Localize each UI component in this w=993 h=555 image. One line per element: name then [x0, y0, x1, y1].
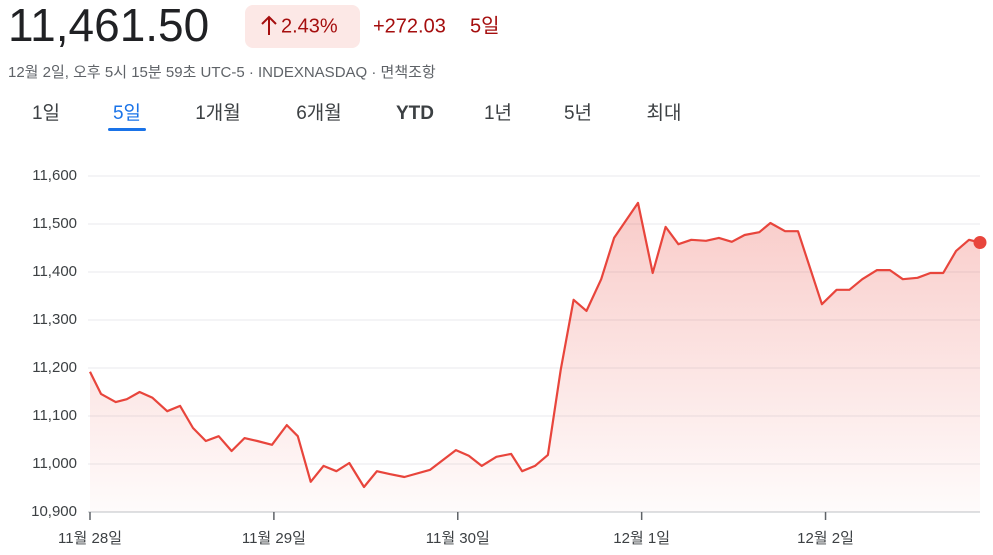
- y-tick-label: 11,200: [32, 359, 77, 376]
- tab[interactable]: 1년: [484, 102, 512, 124]
- tab[interactable]: 6개월: [296, 102, 342, 124]
- tab-underline: [108, 128, 146, 131]
- x-tick-label: 11월 30일: [426, 530, 490, 547]
- price-line: [89, 201, 981, 489]
- change-percent: 2.43%: [281, 15, 338, 37]
- tab[interactable]: 최대: [647, 102, 682, 124]
- y-tick-label: 11,000: [32, 455, 77, 472]
- tab[interactable]: 5일: [113, 102, 141, 124]
- period: 5일: [470, 14, 500, 37]
- plot: 10,900 11,000 11,100 11,200 11,300 11,400 11,5…: [31, 167, 987, 547]
- price: 11,461.50: [8, 0, 209, 51]
- x-tick-label: 12월 2일: [797, 530, 854, 547]
- y-tick-label: 11,400: [32, 263, 77, 280]
- tab[interactable]: 1일: [32, 102, 60, 124]
- y-tick-label: 11,600: [32, 167, 77, 184]
- x-tick-label: 12월 1일: [613, 530, 670, 547]
- tab[interactable]: 5년: [564, 102, 592, 124]
- y-tick-label: 11,300: [32, 311, 77, 328]
- last-point: [973, 235, 987, 249]
- x-tick-label: 11월 28일: [58, 530, 122, 547]
- tab[interactable]: YTD: [396, 103, 434, 124]
- subtitle: 12월 2일, 오후 5시 15분 59초 UTC-5 · INDEXNASDA…: [8, 64, 436, 81]
- area-fill: [90, 202, 980, 512]
- tab[interactable]: 1개월: [195, 102, 241, 124]
- change: +272.03: [373, 15, 446, 37]
- up-arrow: [261, 15, 277, 35]
- x-tick-label: 11월 29일: [242, 530, 306, 547]
- change-badge: [245, 5, 360, 48]
- y-tick-label: 10,900: [31, 503, 77, 520]
- y-tick-label: 11,100: [32, 407, 77, 424]
- tabs: 1일 5일 1개월 6개월 YTD 1년 5년 최대: [32, 102, 682, 131]
- y-tick-label: 11,500: [32, 215, 77, 232]
